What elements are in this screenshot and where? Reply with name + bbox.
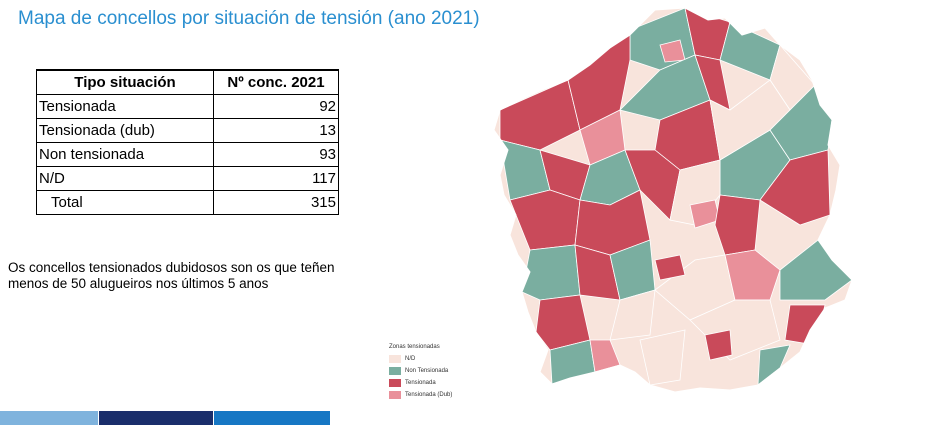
page-title: Mapa de concellos por situación de tensi… <box>18 8 480 29</box>
header-tipo: Tipo situación <box>36 69 214 95</box>
legend-swatch <box>389 379 401 387</box>
table-header-row: Tipo situación Nº conc. 2021 <box>36 69 339 95</box>
legend-label: Non Tensionada <box>405 368 449 374</box>
row-value: 13 <box>213 118 339 143</box>
row-label: N/D <box>36 166 214 191</box>
total-value: 315 <box>213 190 339 215</box>
legend-swatch <box>389 355 401 363</box>
total-label: Total <box>36 190 214 215</box>
legend-item: N/D <box>389 353 452 365</box>
legend-label: N/D <box>405 356 416 362</box>
legend-item: Tensionada <box>389 377 452 389</box>
situation-table: Tipo situación Nº conc. 2021 Tensionada … <box>36 69 339 215</box>
legend-item: Tensionada (Dub) <box>389 389 452 401</box>
table-row: Tensionada 92 <box>36 94 339 119</box>
map-legend: Zonas tensionadas N/D Non Tensionada Ten… <box>389 344 452 401</box>
table-total-row: Total 315 <box>36 190 339 215</box>
legend-title: Zonas tensionadas <box>389 344 440 350</box>
legend-label: Tensionada <box>405 380 436 386</box>
legend-label: Tensionada (Dub) <box>405 392 453 398</box>
header-count: Nº conc. 2021 <box>213 69 339 95</box>
footer-bar-blue <box>214 411 330 425</box>
row-value: 93 <box>213 142 339 167</box>
legend-item: Non Tensionada <box>389 365 452 377</box>
row-label: Tensionada (dub) <box>36 118 214 143</box>
note-text: Os concellos tensionados dubidosos son o… <box>8 260 335 291</box>
legend-swatch <box>389 367 401 375</box>
row-value: 117 <box>213 166 339 191</box>
row-value: 92 <box>213 94 339 119</box>
galicia-map <box>493 7 853 393</box>
table-row: Non tensionada 93 <box>36 142 339 167</box>
footer-bar-dark <box>99 411 213 425</box>
legend-swatch <box>389 391 401 399</box>
row-label: Non tensionada <box>36 142 214 167</box>
table-row: N/D 117 <box>36 166 339 191</box>
footer-bar-light <box>0 411 98 425</box>
row-label: Tensionada <box>36 94 214 119</box>
table-row: Tensionada (dub) 13 <box>36 118 339 143</box>
